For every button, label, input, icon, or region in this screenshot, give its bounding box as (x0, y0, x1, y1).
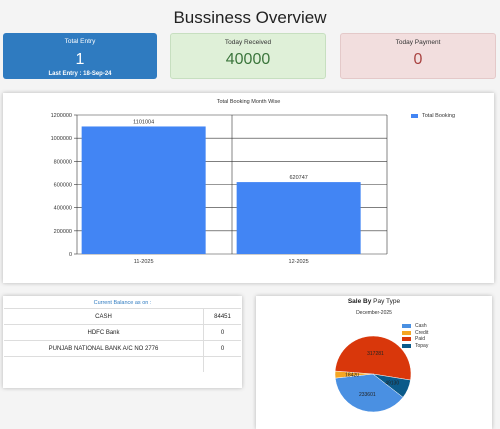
y-tick-label: 0 (69, 252, 72, 258)
legend-swatch (402, 330, 411, 335)
total-entry-card: Total Entry 1 Last Entry : 18-Sep-24 (3, 33, 157, 79)
current-balance-title: Current Balance as on : (93, 300, 152, 306)
booking-chart-legend: Total Booking (411, 113, 455, 119)
legend-swatch (402, 324, 411, 329)
pie-slice-label: 233601 (359, 392, 376, 398)
booking-chart-panel: Total Booking Month Wise 0 200000 400000 60… (3, 93, 494, 283)
today-received-label: Today Received (224, 39, 272, 46)
account-amount: 84451 (203, 308, 241, 325)
pie-legend-item: Cash (402, 323, 428, 330)
pie-slice (334, 373, 404, 413)
today-payment-value: 0 (413, 51, 423, 68)
y-tick-label: 1000000 (51, 136, 72, 142)
legend-label: Total Booking (422, 113, 456, 119)
account-amount (203, 356, 241, 372)
y-tick-label: 800000 (54, 159, 72, 165)
bar-value-label: 1101004 (133, 119, 154, 125)
current-balance-panel: Current Balance as on : CASH 84451 HDFC … (3, 296, 242, 388)
pie-legend-item: Topay (402, 343, 428, 350)
pie-slice-label: 18420 (345, 372, 359, 378)
today-received-value: 40000 (225, 51, 271, 68)
bar (236, 182, 361, 254)
pie-legend-item: Credit (402, 330, 428, 337)
today-payment-label: Today Payment (395, 39, 441, 46)
x-tick-label: 12-2025 (289, 259, 309, 265)
account-amount: 0 (203, 340, 241, 357)
pie-slice (372, 373, 411, 398)
pie-chart-legend: Cash Credit Paid Topay (402, 323, 428, 349)
y-tick-label: 1200000 (51, 113, 72, 119)
booking-chart-title: Total Booking Month Wise (216, 99, 281, 105)
total-entry-value: 1 (75, 51, 85, 68)
balance-table: CASH 84451 HDFC Bank 0 PUNJAB NATIONAL B… (4, 308, 241, 372)
y-tick-label: 200000 (54, 229, 72, 235)
account-amount: 0 (203, 324, 241, 341)
last-entry-text: Last Entry : 18-Sep-24 (48, 71, 112, 77)
table-row: HDFC Bank 0 (4, 324, 241, 341)
pie-legend-label: Credit (415, 329, 429, 336)
table-row (4, 356, 241, 372)
y-tick-label: 400000 (54, 206, 72, 212)
total-entry-label: Total Entry (64, 38, 96, 45)
legend-swatch (411, 114, 418, 118)
account-name: PUNJAB NATIONAL BANK A/C NO 2776 (4, 340, 204, 357)
pie-title-bold: Sale By (347, 298, 372, 305)
sale-by-pay-type-panel: Sale By Pay Type December-2025 Cash Credi… (256, 296, 492, 429)
table-row: PUNJAB NATIONAL BANK A/C NO 2776 0 (4, 340, 241, 357)
pie-slice-label: 49130 (385, 380, 399, 386)
legend-swatch (402, 337, 411, 342)
table-row: CASH 84451 (4, 308, 241, 325)
x-tick-label: 11-2025 (134, 259, 154, 265)
pie-legend-label: Paid (415, 336, 426, 343)
pie-legend-item: Paid (402, 336, 428, 343)
account-name: CASH (4, 308, 204, 325)
pie-slice-label: 317281 (367, 351, 384, 357)
y-tick-label: 600000 (54, 183, 72, 189)
pie-chart-subtitle: December-2025 (356, 310, 392, 316)
today-received-card: Today Received 40000 (170, 33, 326, 79)
pie-title-rest: Pay Type (373, 298, 401, 305)
legend-swatch (402, 343, 411, 348)
pie-slice (334, 335, 412, 381)
account-name: HDFC Bank (4, 324, 204, 341)
bar (81, 126, 206, 254)
page-title: Bussiness Overview (173, 8, 327, 27)
bar-value-label: 620747 (289, 175, 307, 181)
pie-chart-title: Sale By Pay Type (256, 298, 492, 305)
pie-legend-label: Cash (415, 323, 427, 330)
sale-pie-chart: 233601 18420 317281 49130 (334, 335, 412, 413)
today-payment-card: Today Payment 0 (340, 33, 496, 79)
account-name (4, 356, 204, 372)
pie-legend-label: Topay (415, 342, 429, 349)
booking-bar-chart: 0 200000 400000 600000 800000 1000000 1200000 1… (51, 113, 388, 265)
